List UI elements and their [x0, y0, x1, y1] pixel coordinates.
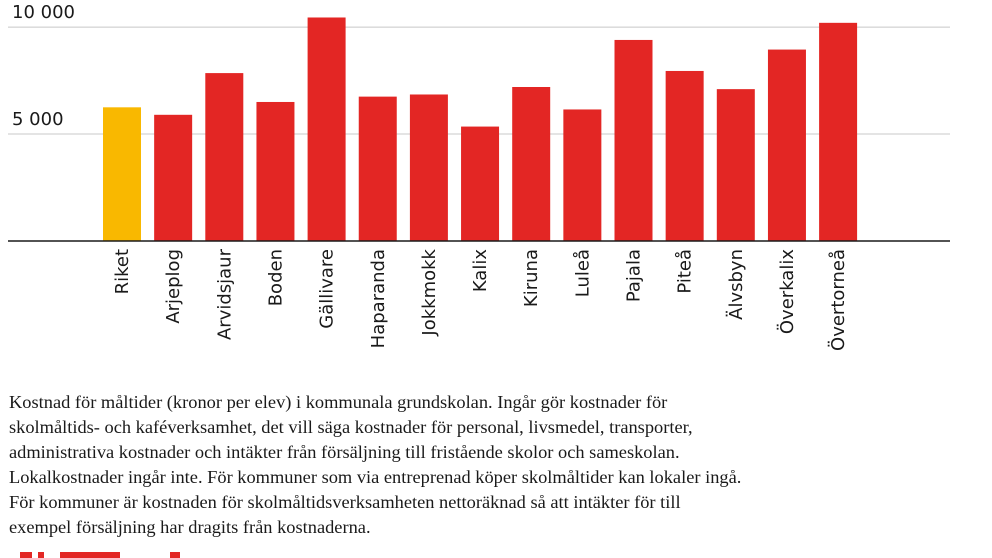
x-tick-label: Kalix	[470, 249, 491, 293]
caption-line: administrativa kostnader och intäkter fr…	[9, 442, 680, 462]
source-logo-fragment	[20, 552, 190, 558]
chart-caption: Kostnad för måltider (kronor per elev) i…	[9, 390, 984, 540]
x-tick-label: Arjeplog	[163, 249, 184, 324]
caption-line: exempel försäljning har dragits från kos…	[9, 517, 371, 537]
x-tick-label: Riket	[112, 249, 133, 294]
bar-haparanda	[358, 96, 397, 241]
caption-line: Lokalkostnader ingår inte. För kommuner …	[9, 467, 742, 487]
bar-arjeplog	[154, 114, 193, 241]
bar-chart: Riket Arjeplog Arvidsjaur Boden Gällivare Hap…	[8, 2, 950, 351]
x-tick-label: Luleå	[572, 249, 593, 297]
bar-älvsbyn	[716, 89, 755, 241]
bar-övertorneå	[819, 22, 858, 242]
bar-överkalix	[767, 49, 806, 241]
x-tick-label: Pajala	[624, 249, 645, 302]
bar-gällivare	[307, 17, 346, 241]
bar-arvidsjaur	[205, 73, 244, 241]
grid-layer	[8, 26, 950, 135]
bar-riket	[103, 107, 141, 241]
x-tick-label: Boden	[265, 249, 286, 306]
bar-luleå	[563, 109, 602, 241]
bar-kiruna	[512, 87, 551, 241]
x-tick-label: Älvsbyn	[726, 249, 747, 320]
x-tick-label: Jokkmokk	[419, 248, 440, 336]
x-tick-label: Övertorneå	[827, 249, 849, 351]
logo-stroke	[60, 552, 120, 558]
logo-stroke	[170, 552, 180, 558]
x-tick-label: Överkalix	[776, 249, 798, 334]
x-tick-labels: Riket Arjeplog Arvidsjaur Boden Gällivare Hap…	[112, 248, 849, 351]
bar-boden	[256, 101, 295, 241]
y-tick-labels: 5 000 10 000	[12, 2, 75, 130]
x-tick-label: Arvidsjaur	[214, 248, 235, 340]
caption-line: Kostnad för måltider (kronor per elev) i…	[9, 392, 668, 412]
x-tick-label: Gällivare	[317, 249, 338, 329]
x-tick-label: Haparanda	[368, 249, 389, 348]
bar-jokkmokk	[409, 94, 448, 241]
bar-kalix	[461, 126, 500, 241]
y-tick-label: 10 000	[12, 2, 75, 23]
logo-stroke	[38, 552, 44, 558]
y-tick-label: 5 000	[12, 109, 64, 130]
bar-pajala	[614, 39, 653, 241]
x-tick-label: Kiruna	[521, 249, 542, 307]
logo-stroke	[20, 552, 32, 558]
x-tick-label: Piteå	[675, 249, 696, 294]
caption-line: För kommuner är kostnaden för skolmåltid…	[9, 492, 681, 512]
bars-layer	[103, 17, 858, 242]
bar-piteå	[665, 70, 704, 241]
caption-line: skolmåltids- och kaféverksamhet, det vil…	[9, 417, 693, 437]
